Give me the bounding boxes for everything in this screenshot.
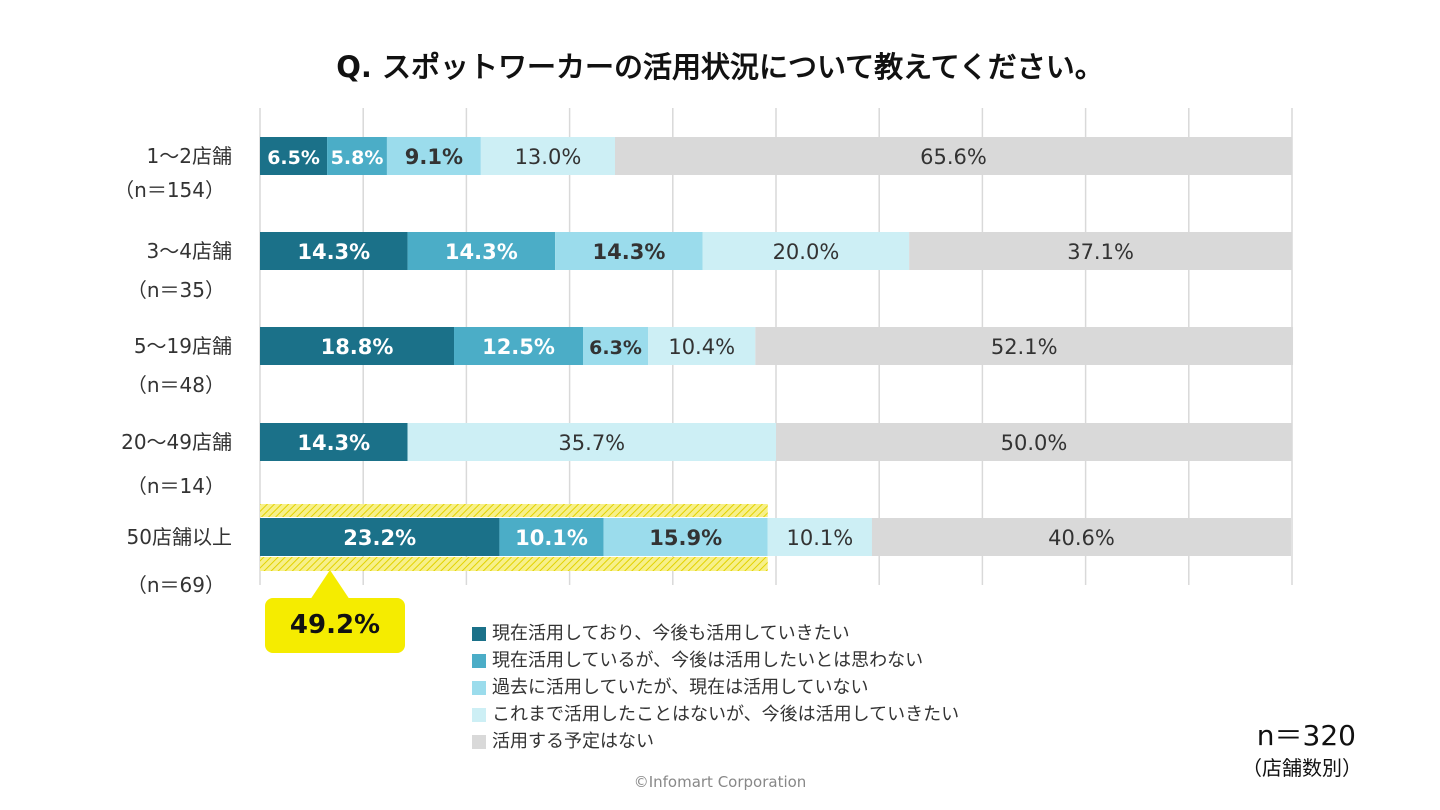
category-label: 50店舗以上 [127,525,232,549]
data-label: 10.1% [787,526,854,550]
legend-swatch [472,653,486,668]
data-label: 14.3% [297,240,370,264]
chart-title: Q. スポットワーカーの活用状況について教えてください。 [336,50,1104,84]
data-label: 14.3% [593,240,666,264]
bar-segment [260,423,408,461]
data-label: 9.1% [405,145,463,169]
bar-segment [260,518,500,556]
data-label: 6.5% [267,147,320,169]
callout-pointer [310,570,350,600]
bar-segment [480,137,616,175]
bar-segment [871,518,1291,556]
data-label: 10.4% [668,335,735,359]
highlight-band [260,557,768,571]
category-n: （n＝154） [114,178,225,202]
data-label: 14.3% [445,240,518,264]
data-label: 23.2% [343,526,416,550]
bar-segment [499,518,604,556]
sample-note: （店舗数別） [1242,756,1362,780]
legend-label: 現在活用しているが、今後は活用したいとは思わない [492,650,924,671]
data-label: 37.1% [1067,240,1134,264]
bar-segment [603,518,768,556]
category-n: （n＝35） [127,278,225,302]
data-label: 13.0% [515,145,582,169]
legend-label: 活用する予定はない [492,731,654,752]
data-label: 6.3% [589,337,642,359]
category-label: 5〜19店舗 [134,334,232,358]
category-n: （n＝69） [127,573,225,597]
bar-segment [407,423,776,461]
bar-segment [909,232,1292,270]
bar-segment [407,232,556,270]
legend-item: 活用する予定はない [472,728,959,755]
bar-segment [555,232,703,270]
bar-segment [648,327,756,365]
bar-segment [260,232,408,270]
bar-segment [260,327,455,365]
bar-segment [767,518,872,556]
data-label: 50.0% [1001,431,1068,455]
bar-segment [583,327,649,365]
data-label: 12.5% [482,335,555,359]
data-label: 18.8% [321,335,394,359]
data-label: 5.8% [331,147,384,169]
data-label: 10.1% [515,526,588,550]
category-label: 1〜2店舗 [147,144,232,168]
highlight-callout: 49.2% [265,598,405,653]
legend-swatch [472,626,486,641]
data-label: 15.9% [649,526,722,550]
data-label: 65.6% [920,145,987,169]
legend-label: 過去に活用していたが、現在は活用していない [492,677,869,698]
bar-segment [755,327,1294,365]
bar-segment [776,423,1292,461]
legend-label: これまで活用したことはないが、今後は活用していきたい [492,704,960,725]
category-label: 20〜49店舗 [121,430,232,454]
data-label: 14.3% [297,431,370,455]
legend-item: 現在活用しているが、今後は活用したいとは思わない [472,647,959,674]
data-label: 35.7% [558,431,625,455]
bar-segment [327,137,387,175]
highlight-band [260,504,768,517]
legend-swatch [472,734,486,749]
copyright: ©Infomart Corporation [633,773,807,791]
bar-segment [615,137,1292,175]
legend-item: 過去に活用していたが、現在は活用していない [472,674,959,701]
legend-item: 現在活用しており、今後も活用していきたい [472,620,959,647]
data-label: 52.1% [991,335,1058,359]
bar-segment [260,137,328,175]
bar-segment [454,327,584,365]
sample-size: n＝320 [1256,719,1356,752]
legend-label: 現在活用しており、今後も活用していきたい [492,623,850,644]
data-label: 40.6% [1048,526,1115,550]
category-label: 3〜4店舗 [147,239,232,263]
category-n: （n＝14） [127,474,225,498]
category-n: （n＝48） [127,373,225,397]
data-label: 20.0% [773,240,840,264]
legend: 現在活用しており、今後も活用していきたい現在活用しているが、今後は活用したいとは… [472,620,959,755]
legend-swatch [472,680,486,695]
bar-segment [702,232,910,270]
legend-item: これまで活用したことはないが、今後は活用していきたい [472,701,959,728]
bar-segment [386,137,481,175]
legend-swatch [472,707,486,722]
